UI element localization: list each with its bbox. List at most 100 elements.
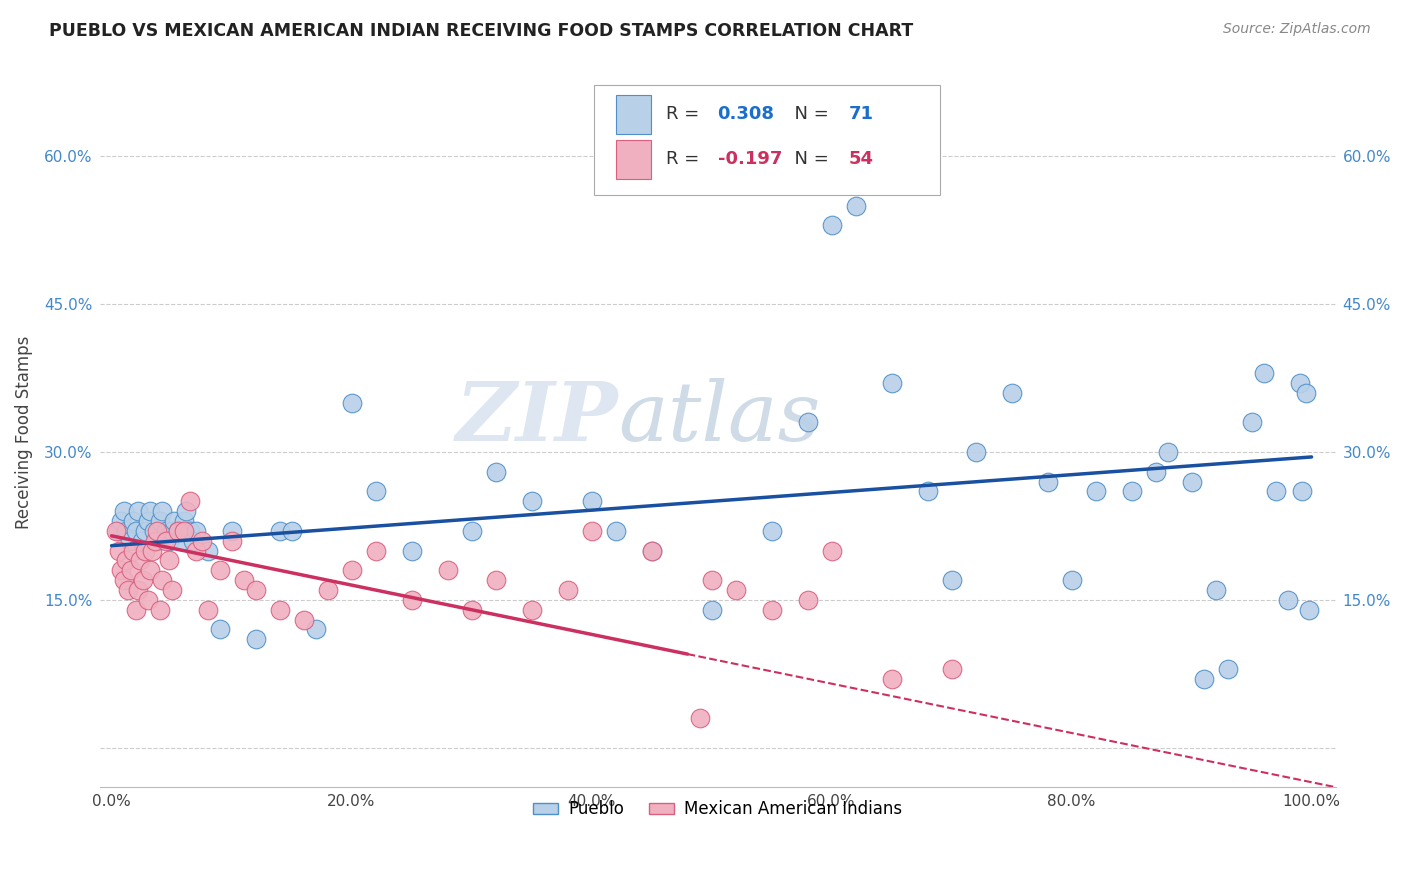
Point [941,573,963,587]
Point [581,524,603,538]
Text: N =: N = [783,150,835,168]
Point [142,524,165,538]
Point [917,484,939,499]
Point [160,582,183,597]
Text: R =: R = [665,150,704,168]
Point [124,524,146,538]
Point [1291,484,1313,499]
Point [122,514,145,528]
Point [796,416,818,430]
Point [460,603,482,617]
Point [364,543,387,558]
Point [208,623,231,637]
Text: 54: 54 [849,150,873,168]
Point [340,395,363,409]
Point [179,524,201,538]
Point [605,524,627,538]
Point [124,603,146,617]
Point [170,533,193,548]
Text: ZIP: ZIP [456,378,619,458]
Point [1288,376,1310,390]
Point [436,563,458,577]
Point [1180,475,1202,489]
FancyBboxPatch shape [593,85,941,194]
Point [1192,672,1215,686]
Point [941,662,963,676]
Point [110,563,132,577]
Point [221,524,243,538]
Point [146,533,169,548]
Point [139,504,162,518]
Point [221,533,243,548]
Point [796,593,818,607]
Point [197,603,219,617]
Point [1036,475,1059,489]
Point [122,543,145,558]
Point [118,533,141,548]
Point [245,582,267,597]
Point [1156,445,1178,459]
Point [1295,385,1317,400]
Point [120,563,142,577]
Point [1277,593,1299,607]
Point [880,376,903,390]
Point [1144,465,1167,479]
Point [107,543,129,558]
Point [484,573,506,587]
Point [965,445,987,459]
Point [1240,416,1263,430]
Point [110,514,132,528]
Point [1264,484,1286,499]
Point [460,524,482,538]
Point [724,582,747,597]
Point [136,593,159,607]
Point [139,563,162,577]
Point [640,543,662,558]
Point [160,524,183,538]
Y-axis label: Receiving Food Stamps: Receiving Food Stamps [15,335,32,529]
FancyBboxPatch shape [616,139,651,178]
Point [112,573,135,587]
Point [316,582,339,597]
Text: 71: 71 [849,105,873,123]
Point [1205,582,1227,597]
Point [820,219,842,233]
Legend: Pueblo, Mexican American Indians: Pueblo, Mexican American Indians [526,794,908,825]
Point [292,613,315,627]
Point [700,603,723,617]
Point [761,524,783,538]
Point [155,533,177,548]
Point [131,533,153,548]
Text: -0.197: -0.197 [717,150,782,168]
Point [157,553,180,567]
Point [173,514,195,528]
Point [520,603,543,617]
Point [269,524,291,538]
Point [232,573,254,587]
Text: Source: ZipAtlas.com: Source: ZipAtlas.com [1223,22,1371,37]
Point [197,543,219,558]
Point [181,533,204,548]
Point [132,573,155,587]
Point [173,524,195,538]
Point [184,524,207,538]
Point [179,494,201,508]
Point [845,198,868,212]
Point [1253,366,1275,380]
Point [166,524,188,538]
Point [141,543,163,558]
Text: N =: N = [783,105,835,123]
Point [689,711,711,725]
Point [557,582,579,597]
Point [157,533,180,548]
Point [134,524,156,538]
Point [105,524,128,538]
Point [761,603,783,617]
Point [340,563,363,577]
Point [127,504,149,518]
Point [148,603,170,617]
Point [269,603,291,617]
Point [208,563,231,577]
FancyBboxPatch shape [616,95,651,134]
Point [484,465,506,479]
